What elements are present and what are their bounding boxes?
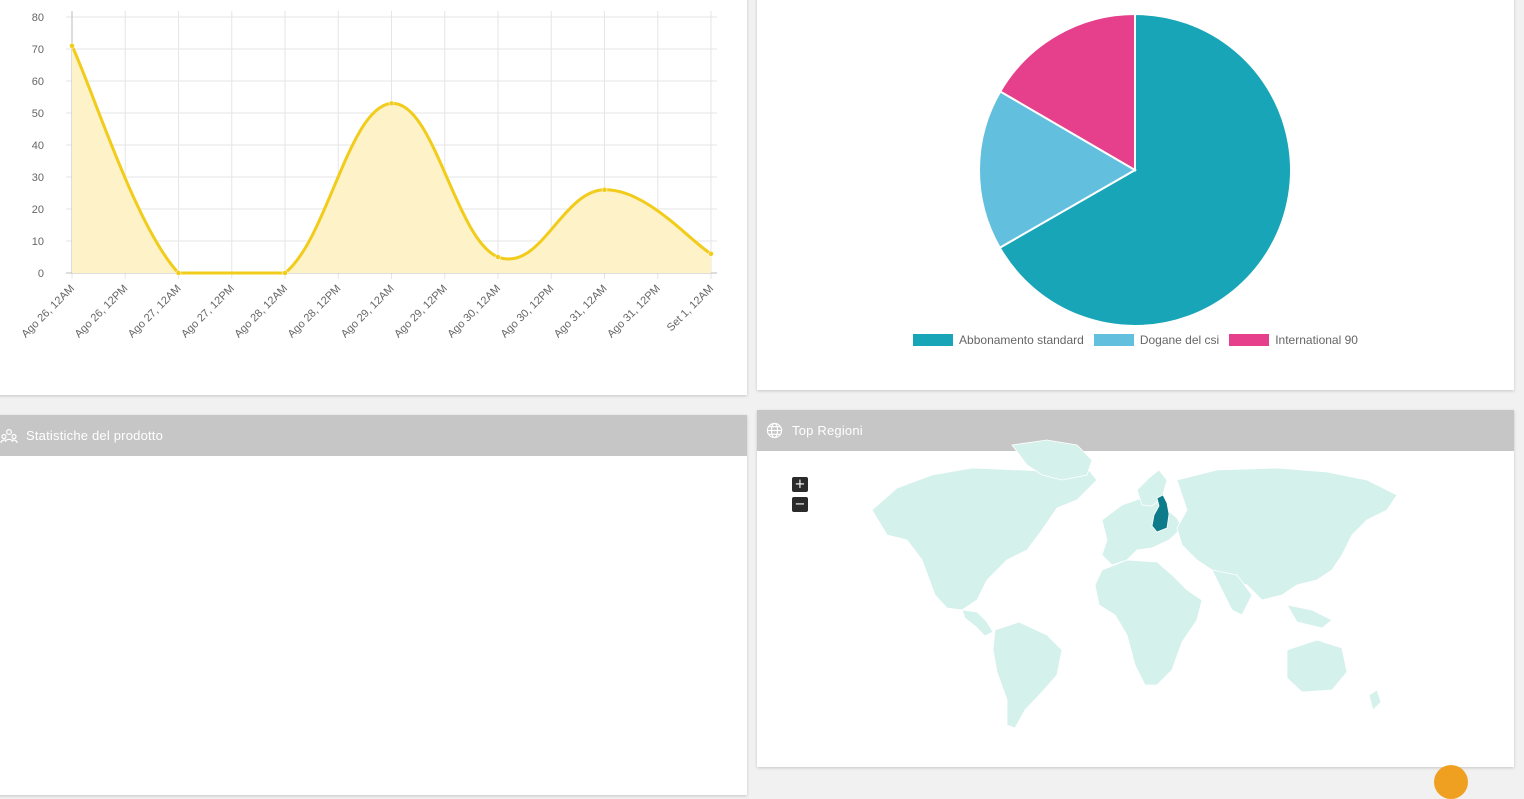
x-tick-label: Ago 26, 12AM [19,283,77,341]
legend-swatch-1 [1093,334,1134,346]
data-point[interactable] [708,251,714,257]
globe-icon [766,422,784,440]
legend-label-2: International 90 [1275,333,1358,347]
data-point[interactable] [282,270,288,276]
pie-slice-1[interactable] [978,90,1137,250]
x-tick-label: Ago 29, 12AM [339,283,397,341]
world-map [871,439,1398,729]
legend-label-0: Abbonamento standard [959,333,1084,347]
data-point[interactable] [69,43,75,49]
x-tick-label: Ago 27, 12AM [126,283,184,341]
data-point[interactable] [495,254,501,260]
map-europe [1101,497,1183,566]
users-group-icon [0,427,18,445]
x-tick-label: Ago 31, 12AM [552,283,610,341]
x-tick-label: Ago 28, 12PM [286,283,344,341]
map-south-america [992,621,1063,729]
product-stats-title: Statistiche del prodotto [26,428,164,443]
regions-header: Top Regioni [757,410,1514,451]
y-tick-label: 80 [32,12,44,24]
map-india [1211,569,1253,616]
series-area [72,45,711,273]
data-point[interactable] [601,187,608,193]
pie-slice-2[interactable] [998,12,1136,172]
legend-item-0[interactable]: Abbonamento standard [913,333,1084,347]
product-stats-header: Statistiche del prodotto [0,415,747,456]
map-australia [1286,639,1348,693]
legend-swatch-2 [1229,334,1270,346]
x-tick-label: Ago 26, 12PM [73,283,131,341]
floating-action-button[interactable] [1434,765,1468,799]
map-central-america [961,609,994,637]
y-tick-label: 0 [38,268,44,280]
pie-chart [978,12,1292,327]
regions-title: Top Regioni [792,423,863,438]
data-point[interactable] [388,100,395,107]
y-tick-label: 70 [32,44,44,56]
x-tick-label: Ago 27, 12PM [179,283,237,341]
y-tick-label: 60 [32,76,44,88]
line-chart-card: 0 10 20 30 40 50 60 70 80 Ago 26, 12AM Ago 26, 12P… [0,0,747,395]
map-north-america [871,467,1098,611]
x-tick-label: Set 1, 12AM [665,283,716,334]
map-greenland [1011,439,1093,481]
zoom-out-button[interactable]: − [792,497,808,512]
map-new-zealand [1368,689,1382,711]
map-highlight-finland [1151,494,1170,533]
y-tick-label: 30 [32,172,44,184]
x-tick-label: Ago 30, 12PM [499,283,557,341]
legend-swatch-0 [913,334,954,346]
y-tick-label: 50 [32,108,44,120]
y-tick-label: 10 [32,236,44,248]
x-tick-label: Ago 29, 12PM [392,283,450,341]
product-stats-card: Statistiche del prodotto [0,415,747,795]
legend-item-1[interactable]: Dogane del csi [1093,333,1220,347]
x-tick-label: Ago 28, 12AM [232,283,290,341]
map-asia [1176,467,1398,601]
legend-item-2[interactable]: International 90 [1229,333,1358,347]
y-tick-label: 40 [32,140,44,152]
y-tick-label: 20 [32,204,44,216]
pie-chart-card: Abbonamento standard Dogane del csi Inte… [757,0,1514,390]
regions-card: Top Regioni + − [757,410,1514,767]
map-sea-islands [1286,604,1333,629]
data-point[interactable] [175,270,182,276]
map-africa [1094,559,1203,686]
pie-slice-0[interactable] [998,12,1292,327]
x-tick-label: Ago 31, 12PM [605,283,663,341]
pie-legend: Abbonamento standard Dogane del csi Inte… [757,333,1514,347]
legend-label-1: Dogane del csi [1139,333,1220,347]
zoom-in-button[interactable]: + [792,477,808,492]
x-tick-label: Ago 30, 12AM [445,283,503,341]
